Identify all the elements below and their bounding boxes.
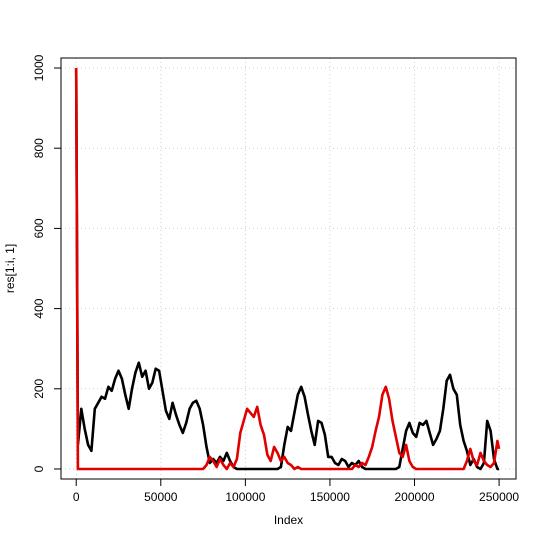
x-tick-label-0: 0 <box>73 490 80 504</box>
y-tick-label-4: 800 <box>32 138 46 158</box>
y-tick-label-3: 600 <box>32 218 46 238</box>
y-tick-label-1: 200 <box>32 378 46 398</box>
series-line-2 <box>74 67 501 471</box>
x-axis-label: Index <box>274 513 303 527</box>
x-axis: 0 50000 100000 150000 200000 250000 <box>73 478 519 504</box>
series-group <box>74 67 501 471</box>
x-tick-label-2: 100000 <box>225 490 265 504</box>
series-line-1 <box>74 67 500 471</box>
y-axis-label: res[1:i, 1] <box>3 244 17 293</box>
x-tick-label-1: 50000 <box>144 490 178 504</box>
x-tick-label-3: 150000 <box>310 490 350 504</box>
y-tick-label-2: 400 <box>32 298 46 318</box>
y-tick-label-0: 0 <box>32 465 46 472</box>
x-tick-label-5: 250000 <box>479 490 519 504</box>
y-tick-label-5: 1000 <box>32 54 46 81</box>
x-tick-label-4: 200000 <box>394 490 434 504</box>
y-axis: 0 200 400 600 800 1000 <box>32 54 62 472</box>
